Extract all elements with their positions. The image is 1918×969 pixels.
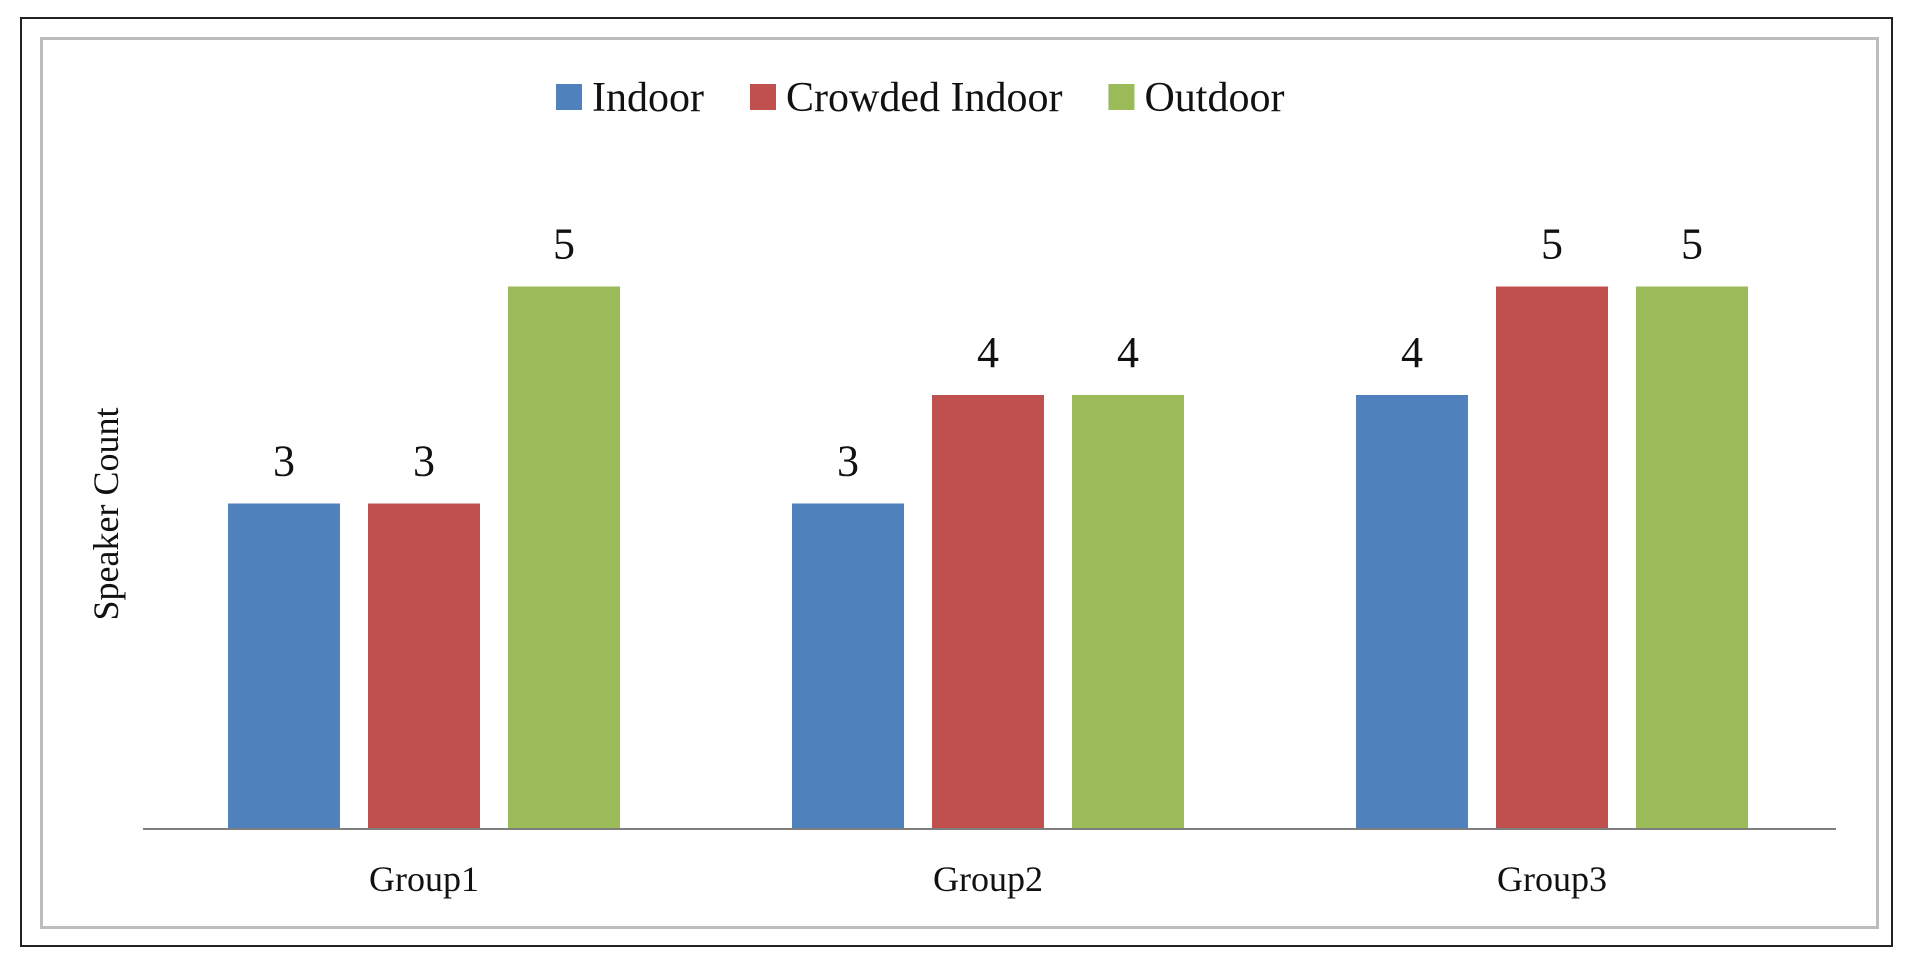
legend-swatch: [556, 84, 582, 110]
legend-swatch: [749, 84, 776, 110]
bar-group1-indoor: [228, 503, 340, 829]
legend-item-indoor: Indoor: [556, 75, 704, 121]
chart-inner-frame: [40, 37, 1879, 929]
data-label-group3-crowded-indoor: 5: [1541, 220, 1563, 269]
x-tick-label-group2: Group2: [933, 859, 1043, 899]
x-tick-labels: Group1 Group2 Group3: [369, 859, 1607, 899]
data-label-group1-indoor: 3: [273, 437, 295, 486]
legend-item-crowded-indoor: Crowded Indoor: [749, 75, 1062, 121]
legend: Indoor Crowded Indoor Outdoor: [556, 75, 1284, 121]
data-label-group1-crowded-indoor: 3: [413, 437, 435, 486]
legend-label: Indoor: [592, 75, 704, 121]
data-label-group3-indoor: 4: [1401, 328, 1423, 377]
bars-layer: [228, 286, 1748, 829]
x-tick-label-group3: Group3: [1497, 859, 1607, 899]
bar-group2-crowded-indoor: [932, 395, 1044, 829]
bar-group1-outdoor: [508, 286, 620, 829]
legend-label: Outdoor: [1144, 75, 1284, 121]
y-axis-title: Speaker Count: [86, 408, 126, 621]
data-label-group2-indoor: 3: [837, 437, 859, 486]
legend-swatch: [1108, 84, 1135, 110]
bar-group3-indoor: [1356, 395, 1468, 829]
bar-group3-crowded-indoor: [1496, 286, 1608, 829]
bar-group3-outdoor: [1636, 286, 1748, 829]
legend-item-outdoor: Outdoor: [1108, 75, 1284, 121]
data-label-group3-outdoor: 5: [1681, 220, 1703, 269]
data-label-group1-outdoor: 5: [553, 220, 575, 269]
bar-group1-crowded-indoor: [368, 503, 480, 829]
legend-label: Crowded Indoor: [786, 75, 1062, 121]
bar-group2-outdoor: [1072, 395, 1184, 829]
data-label-group2-outdoor: 4: [1117, 328, 1139, 377]
bar-group2-indoor: [792, 503, 904, 829]
data-label-group2-crowded-indoor: 4: [977, 328, 999, 377]
x-tick-label-group1: Group1: [369, 859, 479, 899]
bar-labels-layer: 3 3 5 3 4 4 4 5 5: [273, 220, 1703, 486]
